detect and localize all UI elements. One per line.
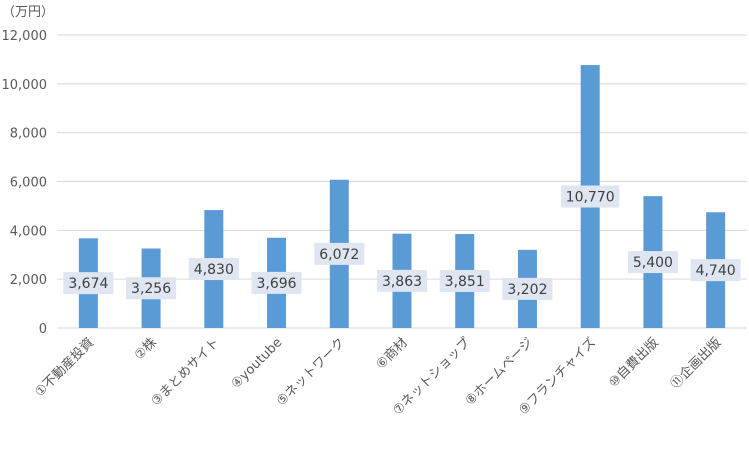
x-category-label: ⑥商材	[374, 335, 411, 372]
y-tick-label: 0	[39, 322, 47, 337]
data-label-background	[690, 259, 741, 282]
data-label-background	[251, 271, 302, 294]
data-label-background	[63, 272, 114, 295]
y-tick-label: 10,000	[2, 78, 48, 93]
data-label-background	[126, 277, 177, 300]
x-category-label: ⑤ネットワーク	[274, 335, 348, 409]
data-label-background	[377, 269, 427, 292]
x-category-label: ⑩自費出版	[606, 335, 662, 391]
x-category-label: ⑪企画出版	[667, 335, 724, 392]
data-label-background	[502, 277, 553, 300]
x-category-label: ①不動産投資	[32, 335, 98, 401]
y-tick-label: 6,000	[10, 176, 47, 191]
data-labels: 3,674 3,256 4,830 3,696 6,072 3,863 3,851 3,202…	[63, 185, 741, 300]
y-tick-label: 4,000	[10, 224, 47, 239]
data-label: 3,851	[445, 274, 485, 290]
data-label-background	[314, 242, 365, 265]
data-label: 4,740	[696, 263, 736, 279]
data-label: 3,674	[68, 276, 108, 292]
y-unit-label: （万円）	[2, 5, 54, 20]
data-label-background	[627, 251, 678, 274]
data-label: 5,400	[633, 255, 673, 271]
y-tick-label: 8,000	[10, 127, 47, 142]
data-label-background	[560, 185, 620, 208]
y-axis-ticks: 0 2,000 4,000 6,000 8,000 10,000 12,000	[2, 29, 48, 337]
data-label-background	[188, 258, 239, 281]
x-category-label: ②株	[132, 335, 160, 363]
data-label-background	[439, 269, 490, 292]
data-label: 3,696	[256, 276, 296, 292]
y-tick-label: 2,000	[10, 273, 47, 288]
data-label: 3,256	[131, 281, 171, 297]
x-category-label: ④youtube	[229, 335, 286, 392]
data-label: 6,072	[319, 247, 359, 263]
x-category-label: ③まとめサイト	[149, 335, 223, 409]
data-label: 3,863	[382, 274, 422, 290]
data-label: 10,770	[566, 190, 615, 206]
data-label: 3,202	[507, 282, 547, 298]
data-label: 4,830	[194, 262, 234, 278]
y-tick-label: 12,000	[2, 29, 48, 44]
